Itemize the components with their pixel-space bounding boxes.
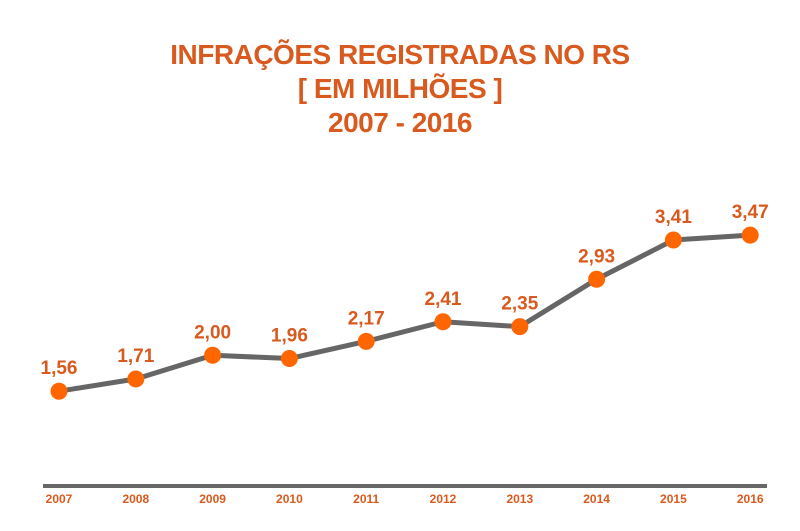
data-label: 2,17 bbox=[348, 308, 385, 329]
x-tick-label: 2008 bbox=[122, 492, 149, 506]
x-tick-label: 2012 bbox=[430, 492, 457, 506]
data-label: 2,00 bbox=[194, 322, 231, 343]
x-tick-label: 2009 bbox=[199, 492, 226, 506]
data-point bbox=[204, 346, 222, 364]
data-label: 1,96 bbox=[271, 326, 308, 347]
x-tick-label: 2010 bbox=[276, 492, 303, 506]
x-tick-label: 2016 bbox=[737, 492, 764, 506]
data-point bbox=[127, 370, 145, 388]
chart-title-line-3: 2007 - 2016 bbox=[328, 107, 472, 138]
data-label: 3,47 bbox=[732, 202, 769, 223]
data-point bbox=[664, 231, 682, 249]
data-label: 2,93 bbox=[578, 246, 615, 267]
series-line bbox=[58, 232, 751, 394]
data-label: 2,35 bbox=[501, 294, 538, 315]
data-label: 2,41 bbox=[425, 289, 462, 310]
x-tick-label: 2007 bbox=[46, 492, 73, 506]
data-point bbox=[511, 318, 529, 336]
data-point bbox=[434, 313, 452, 331]
data-point bbox=[50, 382, 68, 400]
x-tick-label: 2013 bbox=[506, 492, 533, 506]
data-point bbox=[357, 332, 375, 350]
chart-title-line-2: [ EM MILHÕES ] bbox=[297, 73, 503, 104]
chart-title-line-1: INFRAÇÕES REGISTRADAS NO RS bbox=[170, 39, 630, 70]
data-point bbox=[588, 270, 606, 288]
x-tick-label: 2015 bbox=[660, 492, 687, 506]
data-label: 3,41 bbox=[655, 207, 692, 228]
data-point bbox=[741, 226, 759, 244]
data-point bbox=[280, 350, 298, 368]
x-tick-label: 2014 bbox=[583, 492, 610, 506]
data-label: 1,56 bbox=[41, 358, 78, 379]
data-label: 1,71 bbox=[117, 346, 154, 367]
x-tick-label: 2011 bbox=[353, 492, 379, 506]
